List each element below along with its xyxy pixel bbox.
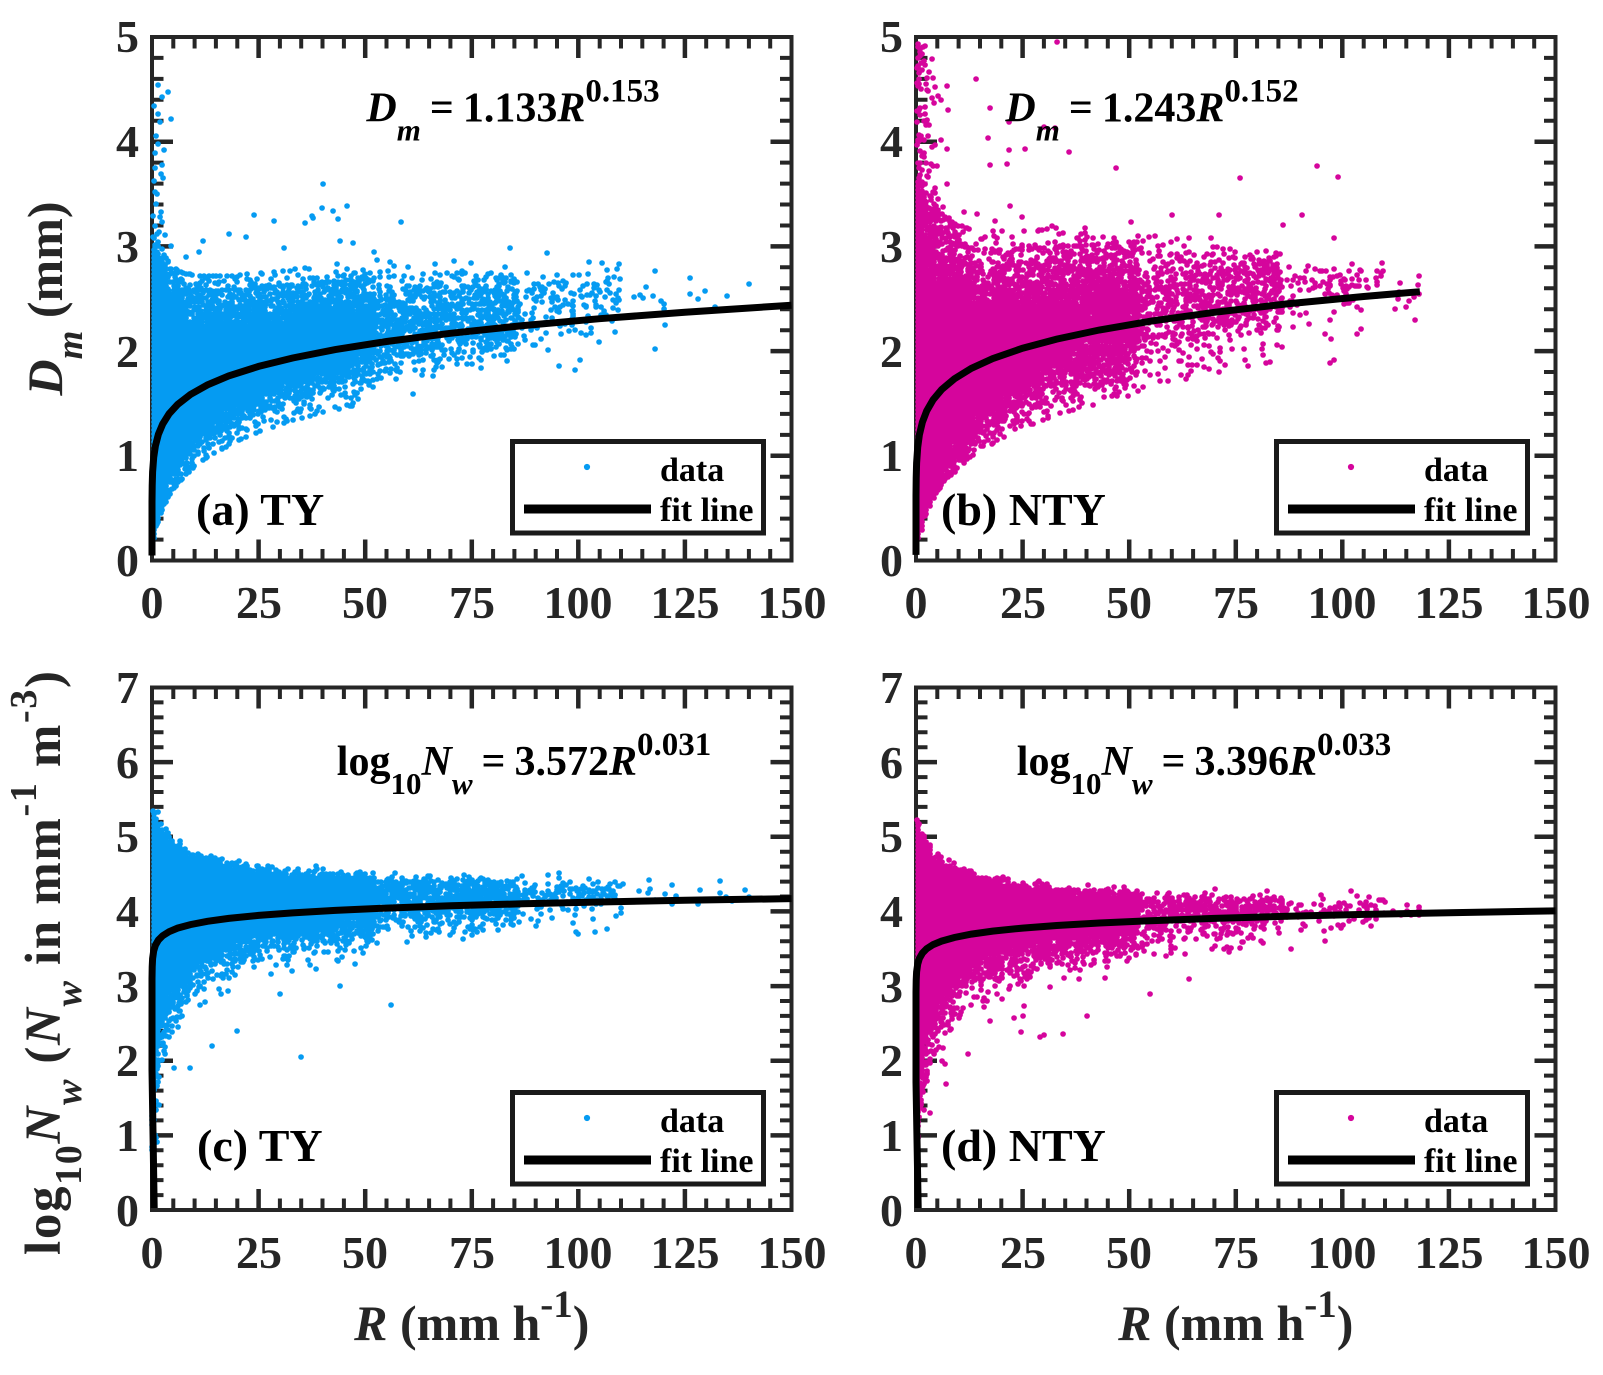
svg-text:(c) TY: (c) TY [197,1120,323,1171]
svg-text:1: 1 [880,1110,903,1161]
svg-text:3: 3 [880,221,903,272]
svg-text:2: 2 [880,326,903,377]
svg-text:4: 4 [116,116,139,167]
svg-text:data: data [660,452,724,489]
svg-text:5: 5 [880,811,903,862]
svg-text:1: 1 [116,430,139,481]
svg-text:100: 100 [1308,577,1377,628]
svg-text:5: 5 [116,11,139,62]
svg-text:4: 4 [880,886,903,937]
svg-text:100: 100 [544,577,613,628]
svg-text:fit line: fit line [1424,492,1517,529]
svg-text:50: 50 [1106,1227,1152,1278]
svg-text:3: 3 [116,961,139,1012]
svg-text:Dm (mm): Dm (mm) [17,202,91,397]
svg-text:0: 0 [880,1185,903,1236]
svg-text:150: 150 [1522,1227,1591,1278]
svg-text:75: 75 [449,577,495,628]
svg-text:R (mm h-1): R (mm h-1) [1117,1283,1353,1351]
svg-text:125: 125 [1415,1227,1484,1278]
svg-text:data: data [1424,1103,1488,1140]
svg-text:4: 4 [880,116,903,167]
svg-text:Dm=1.243R0.152: Dm = 1.243R0.152 [1004,74,1298,148]
svg-text:2: 2 [116,1035,139,1086]
svg-text:1: 1 [880,430,903,481]
svg-text:7: 7 [880,662,903,713]
svg-text:3: 3 [116,221,139,272]
svg-text:(b) NTY: (b) NTY [941,484,1106,535]
svg-text:125: 125 [1415,577,1484,628]
svg-text:(d) NTY: (d) NTY [941,1120,1106,1171]
svg-text:75: 75 [1213,1227,1259,1278]
svg-text:6: 6 [116,737,139,788]
svg-text:fit line: fit line [660,1143,753,1180]
svg-text:1: 1 [116,1110,139,1161]
svg-text:100: 100 [544,1227,613,1278]
svg-text:data: data [660,1103,724,1140]
svg-text:fit line: fit line [1424,1143,1517,1180]
svg-text:6: 6 [880,737,903,788]
svg-text:data: data [1424,452,1488,489]
svg-text:4: 4 [116,886,139,937]
svg-text:2: 2 [880,1035,903,1086]
svg-text:0: 0 [905,1227,928,1278]
svg-text:5: 5 [880,11,903,62]
svg-text:0: 0 [116,535,139,586]
svg-text:0: 0 [116,1185,139,1236]
svg-text:25: 25 [1000,577,1046,628]
svg-text:0: 0 [880,535,903,586]
svg-text:0: 0 [905,577,928,628]
svg-text:50: 50 [342,1227,388,1278]
svg-text:150: 150 [758,1227,827,1278]
svg-text:150: 150 [1522,577,1591,628]
svg-text:125: 125 [651,577,720,628]
svg-text:75: 75 [1213,577,1259,628]
svg-text:50: 50 [342,577,388,628]
svg-text:(a) TY: (a) TY [196,484,324,535]
svg-text:25: 25 [236,1227,282,1278]
svg-text:125: 125 [651,1227,720,1278]
svg-text:R (mm h-1): R (mm h-1) [353,1283,589,1351]
svg-text:5: 5 [116,811,139,862]
svg-text:100: 100 [1308,1227,1377,1278]
svg-text:50: 50 [1106,577,1152,628]
svg-text:25: 25 [236,577,282,628]
svg-text:0: 0 [141,577,164,628]
svg-text:75: 75 [449,1227,495,1278]
svg-text:Dm=1.133R0.153: Dm = 1.133R0.153 [365,74,659,148]
svg-text:25: 25 [1000,1227,1046,1278]
svg-text:7: 7 [116,662,139,713]
svg-text:0: 0 [141,1227,164,1278]
svg-text:150: 150 [758,577,827,628]
svg-text:2: 2 [116,326,139,377]
svg-text:3: 3 [880,961,903,1012]
svg-text:fit line: fit line [660,492,753,529]
